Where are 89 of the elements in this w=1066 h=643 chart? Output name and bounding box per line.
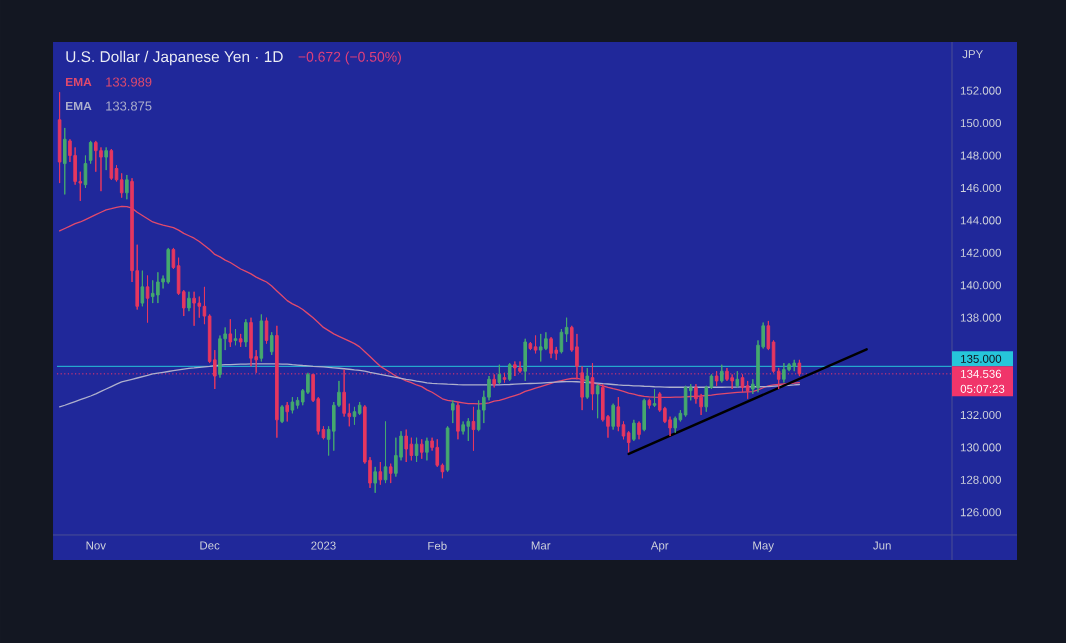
candlestick	[414, 437, 419, 463]
candlestick	[616, 396, 621, 432]
y-tick-label: 132.000	[960, 410, 1001, 420]
x-tick-label: Jun	[873, 541, 891, 550]
x-tick-label: 2023	[311, 541, 336, 550]
y-tick-label: 146.000	[960, 183, 1001, 192]
candlestick	[171, 247, 176, 270]
candlestick	[202, 286, 207, 325]
y-tick-label: 140.000	[960, 281, 1001, 290]
candlestick	[745, 380, 750, 400]
candlestick	[632, 419, 636, 442]
y-tick-label: 128.000	[960, 475, 1001, 484]
y-tick-label: 126.000	[960, 508, 1001, 517]
candlestick	[647, 398, 652, 409]
y-tick-label: 150.000	[960, 119, 1001, 128]
text: EMA	[66, 77, 92, 87]
candlestick	[611, 403, 615, 431]
candlestick	[187, 291, 191, 312]
candlestick	[704, 385, 709, 413]
y-tick-label: 138.000	[960, 313, 1001, 322]
candlestick	[383, 420, 388, 484]
candlestick	[62, 127, 67, 195]
x-tick-label: Mar	[531, 541, 551, 550]
y-tick-label: 144.000	[960, 216, 1001, 225]
candlestick	[109, 148, 114, 181]
candlestick	[233, 328, 238, 346]
candlestick	[352, 406, 357, 426]
candlestick	[259, 313, 264, 362]
candlestick	[595, 383, 600, 419]
candlestick	[626, 430, 631, 453]
candlestick	[652, 388, 657, 408]
candlestick	[523, 338, 527, 382]
annotation: 133.989	[106, 77, 152, 87]
candlestick	[269, 331, 274, 356]
text: EMA	[66, 101, 92, 111]
candlestick	[244, 318, 248, 348]
candlestick	[507, 362, 512, 382]
candlestick	[714, 370, 719, 387]
candlestick	[238, 333, 243, 348]
candlestick	[388, 463, 393, 484]
candlestick	[88, 140, 93, 165]
candlestick	[285, 401, 290, 422]
candlestick	[492, 373, 496, 388]
y-tick-label: 142.000	[960, 248, 1001, 257]
candlestick	[720, 364, 724, 384]
candlestick	[533, 335, 538, 354]
ref-line-label: 134.536	[961, 369, 1002, 378]
candlestick	[145, 275, 150, 324]
candlestick	[450, 399, 455, 424]
candlestick	[735, 370, 740, 388]
candlestick	[140, 270, 145, 307]
candlestick	[766, 320, 771, 351]
y-tick-label: 148.000	[960, 151, 1001, 160]
text: U.S. Dollar / Japanese Yen · 1D	[66, 50, 283, 66]
candlestick	[119, 172, 124, 199]
annotation: 133.875	[106, 101, 152, 111]
candlestick	[425, 437, 429, 461]
candlestick	[57, 91, 62, 184]
x-tick-label: Apr	[650, 541, 669, 552]
candlestick	[378, 461, 383, 486]
y-axis-title: JPY	[962, 50, 983, 59]
y-tick-label: 130.000	[960, 443, 1001, 452]
candlestick	[456, 401, 460, 440]
x-tick-label: Nov	[86, 541, 106, 550]
candlestick	[585, 367, 590, 400]
candlestick	[559, 328, 564, 354]
candlestick	[419, 438, 424, 460]
candlestick	[404, 429, 409, 463]
candlestick	[445, 425, 450, 473]
candlestick	[564, 317, 569, 343]
text: −0.672 (−0.50%)	[298, 51, 401, 65]
candlestick	[280, 404, 284, 424]
candlestick	[357, 401, 362, 416]
y-tick-label: 152.000	[960, 86, 1001, 95]
candlestick	[125, 174, 129, 200]
candlestick	[290, 396, 295, 414]
x-tick-label: May	[753, 541, 774, 552]
candlestick	[373, 466, 377, 494]
candlestick	[528, 341, 533, 351]
x-tick-label: Feb	[428, 541, 447, 550]
candlestick	[637, 420, 641, 440]
ref-line-label: 135.000	[961, 354, 1002, 363]
candlestick	[228, 318, 233, 348]
text: 05:07:23	[960, 384, 1005, 393]
candlestick	[642, 398, 646, 432]
x-tick-label: Dec	[200, 541, 220, 550]
candlestick	[497, 364, 502, 385]
candlestick	[471, 406, 476, 452]
candlestick	[104, 146, 108, 171]
